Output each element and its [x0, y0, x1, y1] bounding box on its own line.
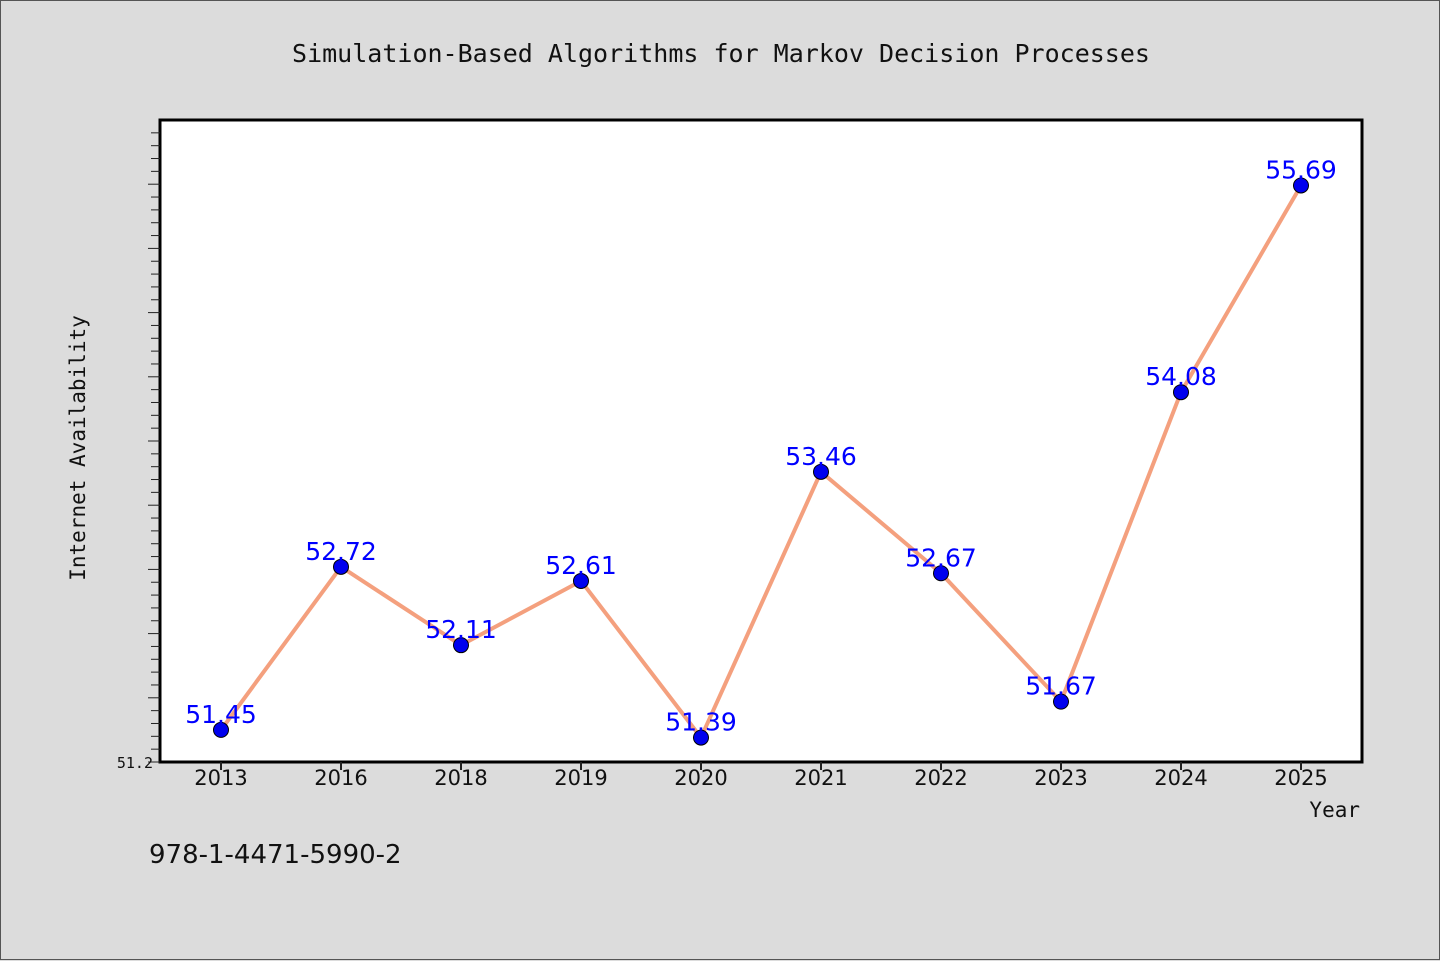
data-label: 51.39	[665, 708, 737, 737]
series-line	[219, 184, 1303, 740]
data-point	[933, 565, 949, 582]
data-point	[813, 463, 829, 480]
data-label: 52.61	[545, 551, 617, 580]
x-axis-ticks: 2013 2016 2018 2019 2020 2021 2022 2023 2024 2025	[194, 762, 1328, 790]
data-label: 53.46	[785, 442, 857, 471]
data-label: 52.72	[305, 537, 377, 566]
x-tick-label: 2020	[674, 766, 727, 790]
data-point	[1053, 693, 1069, 710]
x-tick-label: 2016	[314, 766, 367, 790]
plot-area	[158, 118, 1364, 764]
data-label: 51.45	[185, 700, 257, 729]
data-point	[1173, 384, 1189, 401]
data-label: 51.67	[1025, 672, 1097, 701]
data-point	[573, 572, 589, 589]
data-label: 55.69	[1265, 155, 1337, 184]
x-tick-label: 2019	[554, 766, 607, 790]
x-tick-label: 2013	[194, 766, 247, 790]
isbn-caption: 978-1-4471-5990-2	[149, 840, 402, 870]
x-tick-label: 2025	[1274, 766, 1327, 790]
x-tick-label: 2023	[1034, 766, 1087, 790]
data-point	[453, 637, 469, 654]
chart-title: Simulation-Based Algorithms for Markov D…	[292, 39, 1150, 68]
x-tick-label: 2024	[1154, 766, 1207, 790]
data-point	[693, 729, 709, 746]
data-label: 52.67	[905, 543, 977, 572]
y-axis-label: Internet Availability	[66, 315, 90, 581]
data-point	[333, 558, 349, 575]
x-tick-label: 2022	[914, 766, 967, 790]
data-point	[213, 721, 229, 738]
x-axis-label: Year	[1309, 798, 1360, 822]
x-tick-label: 2018	[434, 766, 487, 790]
data-label: 54.08	[1145, 362, 1217, 391]
data-point	[1293, 177, 1309, 194]
series-layer: 51.45 52.72 52.11 52.61 51.39 53.46 52.67 51.67…	[185, 155, 1337, 746]
x-tick-label: 2021	[794, 766, 847, 790]
y-axis-ticks: 51.2	[117, 132, 160, 772]
y-tick-label: 51.2	[117, 754, 153, 772]
data-label: 52.11	[425, 615, 497, 644]
